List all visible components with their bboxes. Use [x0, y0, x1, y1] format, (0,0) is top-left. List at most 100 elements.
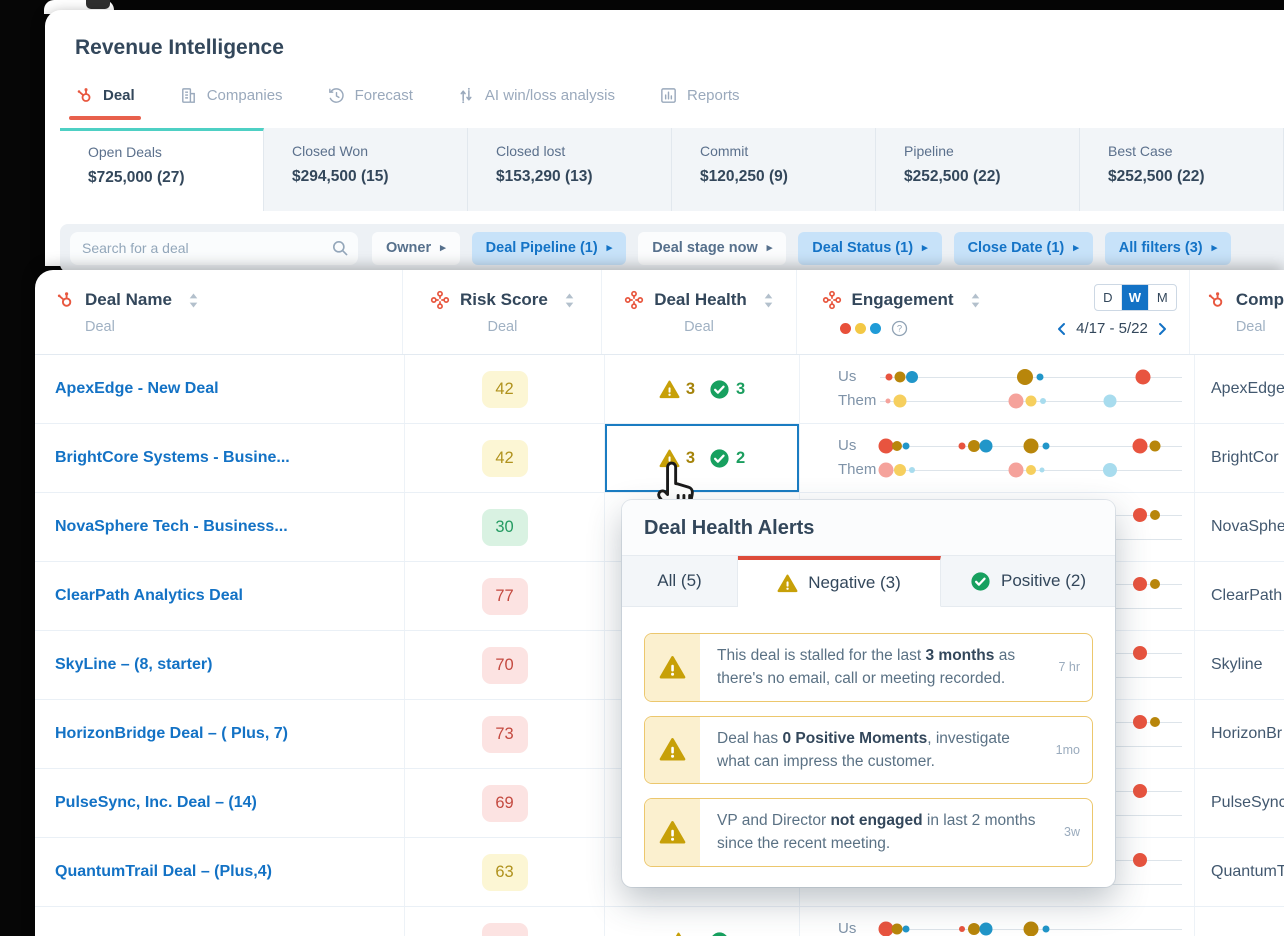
- warning-icon: [659, 654, 686, 681]
- legend-dot-red: [839, 323, 851, 334]
- check-icon: [709, 379, 730, 400]
- check-icon: [970, 571, 991, 592]
- deal-name-link[interactable]: QuantumTrail Deal – (Plus,4): [55, 863, 272, 880]
- alert-card: This deal is stalled for the last 3 mont…: [644, 633, 1093, 702]
- summary-card[interactable]: Closed lost $153,290 (13): [468, 128, 672, 211]
- risk-score-badge: 70: [481, 646, 528, 684]
- sprocket-icon: [75, 86, 94, 105]
- engagement-dot: [902, 925, 910, 933]
- period-day[interactable]: D: [1095, 285, 1122, 310]
- summary-card[interactable]: Open Deals $725,000 (27): [60, 128, 264, 211]
- engagement-dot: [1102, 463, 1117, 477]
- nav-tab[interactable]: Reports: [659, 86, 740, 120]
- company-name: QuantumT: [1211, 863, 1284, 880]
- summary-card-value: $294,500 (15): [292, 168, 389, 185]
- filter-button[interactable]: Deal Pipeline (1) ▸: [471, 231, 627, 265]
- engagement-cell: Us Them: [800, 424, 1195, 492]
- engagement-dot: [1025, 395, 1037, 407]
- engagement-dot: [1132, 853, 1147, 867]
- caret-right-icon: ▸: [1073, 241, 1079, 254]
- summary-card-label: Closed Won: [292, 143, 369, 159]
- summary-card[interactable]: Commit $120,250 (9): [672, 128, 876, 211]
- engagement-dot: [1132, 577, 1147, 591]
- engagement-dot: [878, 462, 894, 478]
- filter-button[interactable]: Deal Status (1) ▸: [798, 231, 942, 265]
- engagement-dot: [893, 394, 907, 408]
- deal-health-alerts-popup: Deal Health Alerts All (5) Negative (3) …: [622, 500, 1115, 887]
- engagement-them-label: Them: [838, 461, 877, 478]
- engagement-us-timeline: [878, 438, 1182, 454]
- engagement-dot: [1023, 438, 1039, 454]
- summary-card[interactable]: Closed Won $294,500 (15): [264, 128, 468, 211]
- alert-text: VP and Director not engaged in last 2 mo…: [717, 812, 1036, 853]
- nav-tab[interactable]: Deal: [69, 86, 141, 120]
- tab-negative[interactable]: Negative (3): [738, 556, 941, 607]
- column-header-risk-score[interactable]: Risk Score Deal: [403, 270, 603, 354]
- alert-card: Deal has 0 Positive Moments, investigate…: [644, 715, 1093, 784]
- engagement-us-label: Us: [838, 437, 857, 454]
- company-name: ApexEdge: [1211, 380, 1284, 397]
- summary-card-value: $252,500 (22): [1108, 168, 1205, 185]
- deal-name-link[interactable]: PulseSync, Inc. Deal – (14): [55, 794, 257, 811]
- help-icon[interactable]: ?: [891, 320, 908, 337]
- deal-name-link[interactable]: SkyLine – (8, starter): [55, 656, 213, 673]
- deal-name-link[interactable]: ApexEdge - New Deal: [55, 380, 219, 397]
- date-range: 4/17 - 5/22: [1076, 320, 1148, 337]
- summary-card[interactable]: Best Case $252,500 (22): [1080, 128, 1284, 211]
- period-week[interactable]: W: [1121, 285, 1149, 310]
- engagement-them-timeline: [880, 393, 1182, 409]
- column-header-deal-health[interactable]: Deal Health Deal: [602, 270, 797, 354]
- popup-title: Deal Health Alerts: [622, 500, 1115, 556]
- filter-button[interactable]: Deal stage now ▸: [638, 231, 787, 265]
- filter-button[interactable]: Close Date (1) ▸: [953, 231, 1093, 265]
- column-header-deal-name[interactable]: Deal Name Deal: [35, 270, 404, 354]
- engagement-dot: [891, 923, 903, 935]
- tab-positive[interactable]: Positive (2): [941, 556, 1115, 607]
- column-header-engagement[interactable]: Engagement ? D W M 4/17 - 5/22: [797, 270, 1190, 354]
- column-header-company[interactable]: Comp Deal: [1190, 270, 1284, 354]
- period-month[interactable]: M: [1156, 290, 1168, 305]
- company-name: NovaSphe: [1211, 518, 1284, 535]
- deal-name-link[interactable]: ClearPath Analytics Deal: [55, 587, 243, 604]
- summary-card[interactable]: Pipeline $252,500 (22): [876, 128, 1080, 211]
- forecast-icon: [327, 86, 346, 105]
- engagement-dot: [958, 926, 965, 932]
- search-input[interactable]: [70, 231, 358, 265]
- chevron-right-icon[interactable]: [1155, 322, 1169, 336]
- chevron-left-icon[interactable]: [1055, 322, 1069, 336]
- alert-text: This deal is stalled for the last 3 mont…: [717, 647, 1016, 688]
- engagement-dot: [885, 398, 891, 404]
- risk-score-badge: 42: [481, 370, 528, 408]
- alert-age: 3w: [1064, 825, 1080, 840]
- filter-button[interactable]: Owner ▸: [372, 231, 460, 265]
- nav-tab[interactable]: Forecast: [327, 86, 413, 120]
- svg-text:?: ?: [896, 324, 901, 335]
- engagement-dot: [1103, 394, 1117, 408]
- deal-health-cell[interactable]: [605, 907, 800, 936]
- caret-right-icon: ▸: [606, 241, 613, 254]
- engagement-dot: [878, 438, 894, 454]
- positive-alerts: 2: [709, 448, 745, 469]
- sort-icon[interactable]: [970, 292, 981, 309]
- filter-button[interactable]: All filters (3) ▸: [1104, 231, 1232, 265]
- deal-name-link[interactable]: BrightCore Systems - Busine...: [55, 449, 290, 466]
- deal-name-link[interactable]: NovaSphere Tech - Business...: [55, 518, 288, 535]
- engagement-dot: [1008, 393, 1024, 409]
- sort-icon[interactable]: [188, 292, 199, 309]
- tab-all[interactable]: All (5): [622, 556, 738, 607]
- nav-tab[interactable]: Companies: [179, 86, 283, 120]
- engagement-dot: [1135, 369, 1151, 385]
- sort-icon[interactable]: [564, 292, 575, 309]
- company-name: BrightCor: [1211, 449, 1279, 466]
- table-row: Us Them: [35, 907, 1284, 936]
- deal-name-link[interactable]: HorizonBridge Deal – ( Plus, 7): [55, 725, 288, 742]
- warning-icon: [777, 573, 798, 594]
- alert-text: Deal has 0 Positive Moments, investigate…: [717, 729, 1010, 770]
- nav-tab[interactable]: AI win/loss analysis: [457, 86, 615, 120]
- engagement-dot: [1008, 462, 1024, 478]
- sort-icon[interactable]: [763, 292, 774, 309]
- engagement-dot: [967, 440, 980, 452]
